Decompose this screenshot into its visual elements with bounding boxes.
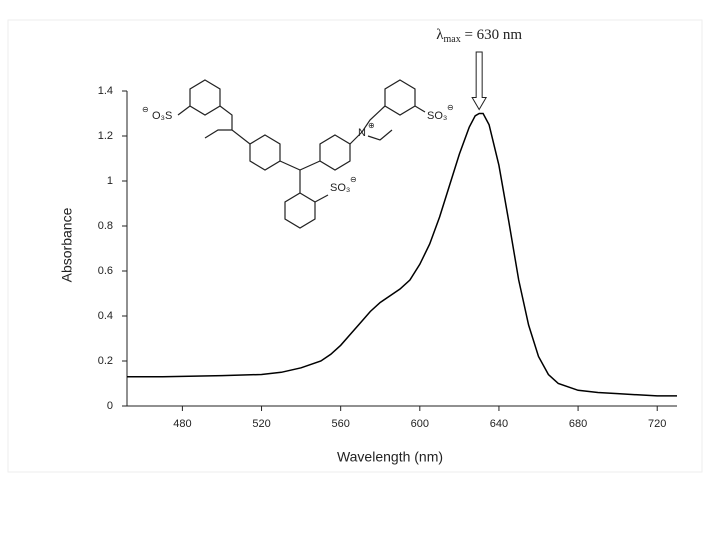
- structure-label: SO₃: [427, 110, 447, 122]
- annotation-symbol: λ: [436, 27, 444, 43]
- ring: [384, 79, 416, 116]
- structure-label: ⊖: [142, 105, 149, 114]
- structure-label: N: [358, 127, 366, 139]
- bond: [349, 105, 386, 145]
- x-tick-label: 560: [331, 418, 349, 430]
- y-tick-label: 0.4: [98, 310, 113, 322]
- x-tick-label: 480: [173, 418, 191, 430]
- bond: [367, 129, 393, 141]
- y-tick-label: 1.4: [98, 85, 113, 97]
- y-tick-label: 1: [107, 175, 113, 187]
- bond: [314, 194, 329, 203]
- x-tick-label: 720: [648, 418, 666, 430]
- y-tick-label: 0.6: [98, 265, 113, 277]
- y-tick-label: 0.2: [98, 355, 113, 367]
- y-axis-label: Absorbance: [59, 207, 75, 282]
- y-tick-label: 0: [107, 400, 113, 412]
- plot-frame: [7, 19, 703, 473]
- structure-label: SO₃: [330, 182, 350, 194]
- ring: [189, 79, 221, 116]
- annotation-subscript: max: [443, 34, 460, 45]
- x-axis-label: Wavelength (nm): [337, 449, 443, 465]
- x-tick-label: 640: [490, 418, 508, 430]
- x-tick-label: 680: [569, 418, 587, 430]
- structure-label: ⊕: [368, 121, 375, 130]
- x-tick-label: 600: [411, 418, 429, 430]
- annotation-text: = 630 nm: [461, 27, 523, 43]
- y-tick-label: 0.8: [98, 220, 113, 232]
- bond: [177, 105, 191, 116]
- structure-label: ⊖: [350, 175, 357, 184]
- peak-arrow: [471, 51, 488, 111]
- y-tick-label: 1.2: [98, 130, 113, 142]
- bond: [219, 105, 251, 145]
- structure-label: O₃S: [152, 110, 172, 122]
- structure-label: ⊖: [447, 103, 454, 112]
- chemical-structure: O₃S ⊖ SO₃ ⊖ N ⊕ SO₃ ⊖: [142, 79, 454, 229]
- x-tick-label: 520: [252, 418, 270, 430]
- spectrum-line: [127, 112, 677, 397]
- bond: [204, 129, 232, 139]
- bond: [414, 105, 426, 113]
- peak-annotation: λmax = 630 nm: [436, 27, 522, 45]
